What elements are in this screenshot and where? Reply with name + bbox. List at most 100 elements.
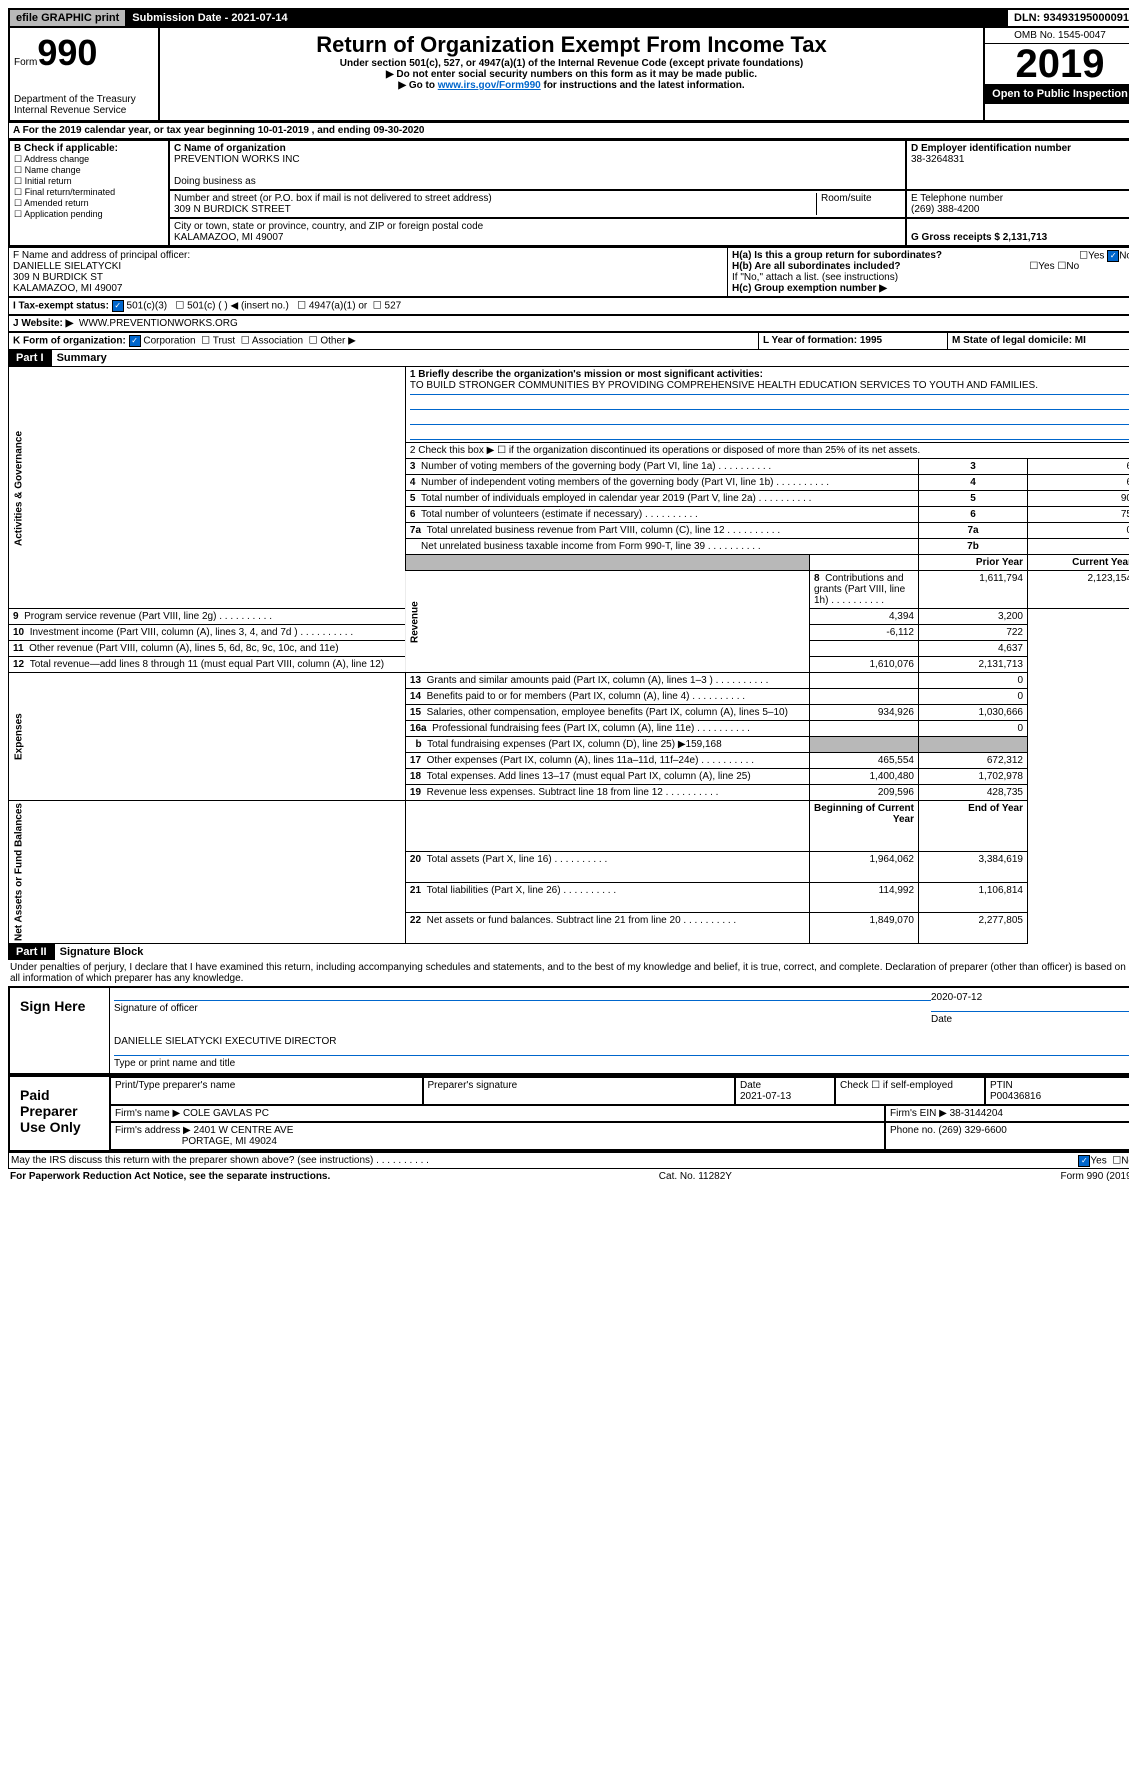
city-label: City or town, state or province, country… (174, 221, 483, 232)
paid-preparer-label: Paid Preparer Use Only (10, 1077, 110, 1150)
part1-badge: Part I (8, 350, 52, 366)
website-label: J Website: ▶ (13, 318, 73, 329)
hb-label: H(b) Are all subordinates included? (732, 261, 901, 272)
sign-here-box: Sign Here Signature of officer 2020-07-1… (8, 986, 1129, 1075)
firm-ein: 38-3144204 (950, 1108, 1003, 1119)
officer-label: F Name and address of principal officer: (13, 250, 190, 261)
date-label: Date (931, 1014, 952, 1025)
officer-name: DANIELLE SIELATYCKI (13, 261, 121, 272)
hc-label: H(c) Group exemption number ▶ (732, 283, 887, 294)
firm-name-label: Firm's name ▶ (115, 1108, 180, 1119)
sign-here-label: Sign Here (10, 988, 110, 1073)
prior-year-header: Prior Year (976, 557, 1023, 568)
part2-badge: Part II (8, 944, 55, 960)
officer-name-title: DANIELLE SIELATYCKI EXECUTIVE DIRECTOR (114, 1036, 336, 1047)
discuss-yes-checkbox[interactable]: ✓ (1078, 1155, 1090, 1167)
mission-text: TO BUILD STRONGER COMMUNITIES BY PROVIDI… (410, 380, 1129, 395)
ha-no-checkbox[interactable]: ✓ (1107, 250, 1119, 262)
part1-title: Summary (55, 350, 109, 366)
expenses-label: Expenses (9, 673, 406, 801)
check-address-change[interactable]: ☐ Address change (14, 154, 164, 165)
form-number: 990 (37, 32, 97, 73)
opt-4947: 4947(a)(1) or (309, 301, 367, 312)
submission-date: Submission Date - 2021-07-14 (126, 10, 1008, 26)
year-formation: L Year of formation: 1995 (763, 335, 882, 346)
form-header: Form990 Department of the Treasury Inter… (8, 28, 1129, 122)
tax-exempt-label: I Tax-exempt status: (13, 301, 109, 312)
dln-number: DLN: 93493195000091 (1008, 10, 1129, 26)
end-year-header: End of Year (968, 803, 1023, 814)
officer-group-row: F Name and address of principal officer:… (8, 247, 1129, 297)
netassets-label: Net Assets or Fund Balances (9, 801, 406, 944)
room-suite-label: Room/suite (816, 193, 901, 215)
beginning-year-header: Beginning of Current Year (814, 803, 914, 825)
org-info-grid: B Check if applicable: ☐ Address change … (8, 139, 1129, 247)
preparer-name-label: Print/Type preparer's name (110, 1077, 423, 1105)
ha-label: H(a) Is this a group return for subordin… (732, 250, 942, 261)
prep-date: 2021-07-13 (740, 1091, 791, 1102)
check-application-pending[interactable]: ☐ Application pending (14, 209, 164, 220)
opt-527: 527 (385, 301, 402, 312)
part1-header-row: Part I Summary (8, 350, 1129, 366)
form-subtitle: Under section 501(c), 527, or 4947(a)(1)… (164, 58, 979, 69)
preparer-sig-label: Preparer's signature (423, 1077, 736, 1105)
ptin-label: PTIN (990, 1080, 1013, 1091)
firm-phone-label: Phone no. (890, 1125, 936, 1136)
check-final-return[interactable]: ☐ Final return/terminated (14, 187, 164, 198)
check-name-change[interactable]: ☐ Name change (14, 165, 164, 176)
line2-text: 2 Check this box ▶ ☐ if the organization… (405, 443, 1129, 459)
current-year-header: Current Year (1072, 557, 1129, 568)
website-value: WWW.PREVENTIONWORKS.ORG (79, 318, 238, 329)
org-name-label: C Name of organization (174, 143, 286, 154)
opt-501c: 501(c) ( ) ◀ (insert no.) (187, 301, 289, 312)
summary-table: Activities & Governance 1 Briefly descri… (8, 366, 1129, 944)
officer-addr: 309 N BURDICK ST (13, 272, 103, 283)
top-bar: efile GRAPHIC print Submission Date - 20… (8, 8, 1129, 28)
dba-label: Doing business as (174, 176, 256, 187)
form-note-1: ▶ Do not enter social security numbers o… (164, 69, 979, 80)
addr-label: Number and street (or P.O. box if mail i… (174, 193, 492, 204)
opt-trust: Trust (213, 336, 235, 347)
form-title: Return of Organization Exempt From Incom… (164, 32, 979, 58)
firm-addr: 2401 W CENTRE AVE (194, 1125, 294, 1136)
part2-header-row: Part II Signature Block (8, 944, 1129, 960)
open-to-public-label: Open to Public Inspection (985, 84, 1129, 104)
opt-501c3: 501(c)(3) (127, 301, 168, 312)
self-employed-check[interactable]: Check ☐ if self-employed (835, 1077, 985, 1105)
tax-year: 2019 (985, 44, 1129, 84)
paid-preparer-box: Paid Preparer Use Only Print/Type prepar… (8, 1075, 1129, 1152)
part2-title: Signature Block (58, 944, 146, 960)
note2-suffix: for instructions and the latest informat… (541, 80, 745, 91)
ein-label: D Employer identification number (911, 143, 1071, 154)
org-name: PREVENTION WORKS INC (174, 154, 300, 165)
revenue-label: Revenue (405, 571, 809, 673)
firm-phone: (269) 329-6600 (938, 1125, 1006, 1136)
check-amended[interactable]: ☐ Amended return (14, 198, 164, 209)
corp-checkbox[interactable]: ✓ (129, 335, 141, 347)
check-initial-return[interactable]: ☐ Initial return (14, 176, 164, 187)
section-a-tax-year: A For the 2019 calendar year, or tax yea… (8, 122, 1129, 139)
department-label: Department of the Treasury Internal Reve… (14, 94, 154, 116)
form-footer: Form 990 (2019) (1061, 1171, 1129, 1182)
irs-link[interactable]: www.irs.gov/Form990 (438, 80, 541, 91)
paperwork-notice: For Paperwork Reduction Act Notice, see … (10, 1171, 330, 1182)
opt-association: Association (252, 336, 303, 347)
footer: For Paperwork Reduction Act Notice, see … (8, 1169, 1129, 1184)
opt-corporation: Corporation (143, 336, 195, 347)
501c3-checkbox[interactable]: ✓ (112, 300, 124, 312)
governance-label: Activities & Governance (9, 367, 406, 609)
opt-other: Other ▶ (320, 336, 355, 347)
note2-prefix: ▶ Go to (398, 80, 437, 91)
phone-label: E Telephone number (911, 193, 1003, 204)
city-value: KALAMAZOO, MI 49007 (174, 232, 284, 243)
ptin-value: P00436816 (990, 1091, 1041, 1102)
ein-value: 38-3264831 (911, 154, 964, 165)
efile-print-button[interactable]: efile GRAPHIC print (10, 10, 126, 26)
state-domicile: M State of legal domicile: MI (952, 335, 1086, 346)
form-org-label: K Form of organization: (13, 336, 126, 347)
firm-addr-label: Firm's address ▶ (115, 1125, 191, 1136)
prep-date-label: Date (740, 1080, 761, 1091)
sign-date: 2020-07-12 (931, 992, 982, 1003)
sig-officer-label: Signature of officer (114, 1003, 198, 1014)
addr-value: 309 N BURDICK STREET (174, 204, 291, 215)
